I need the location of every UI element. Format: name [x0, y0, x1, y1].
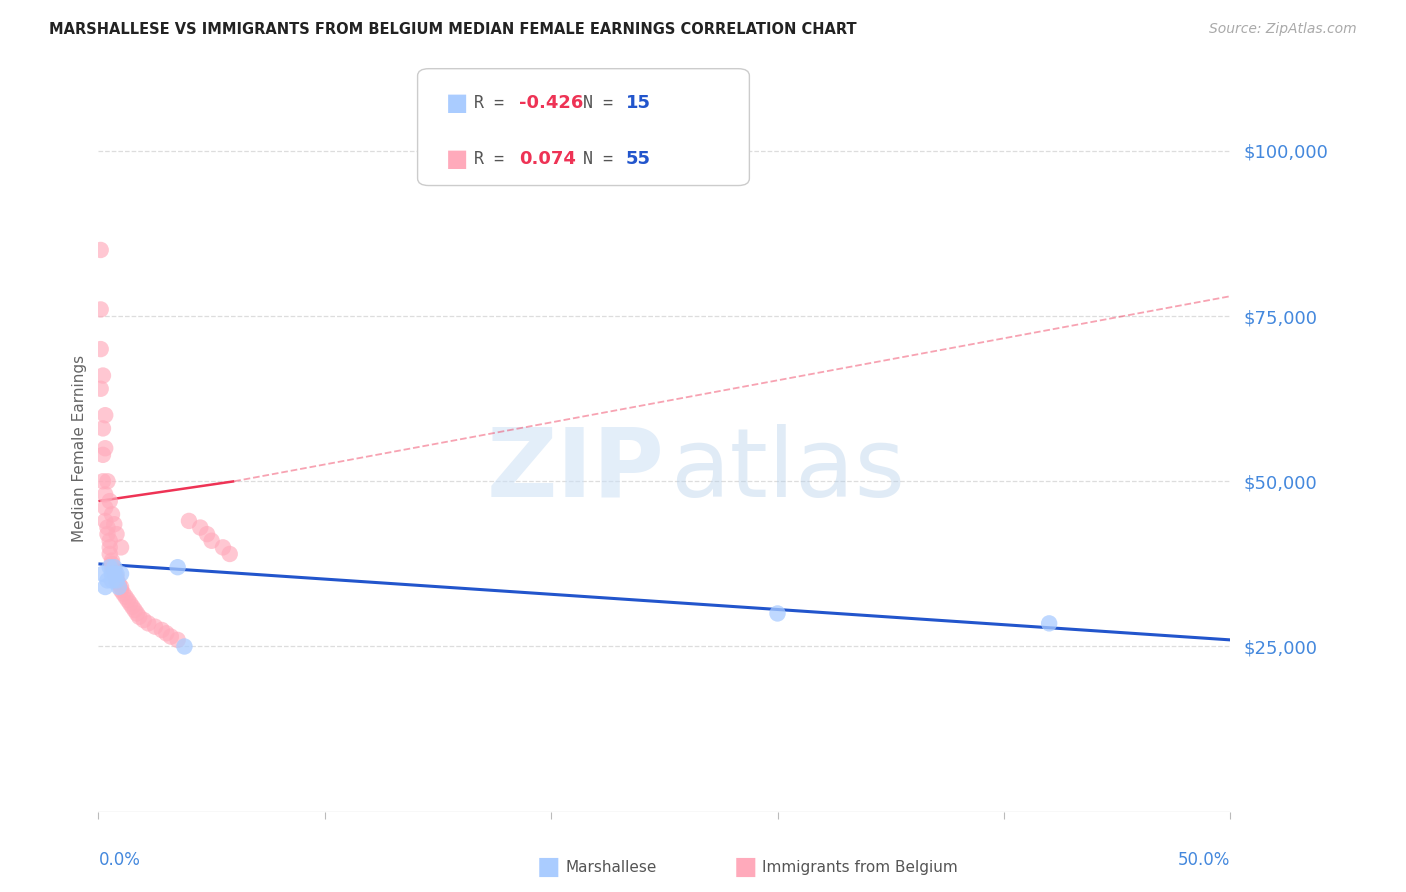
Point: [173, 640, 195, 654]
Point: [91, 421, 114, 435]
Point: [110, 566, 132, 581]
Point: [201, 533, 224, 548]
Point: [96, 475, 118, 489]
Point: [150, 623, 173, 637]
Point: [101, 557, 124, 571]
Point: [125, 607, 148, 621]
Point: [128, 609, 150, 624]
Point: [112, 587, 135, 601]
Text: ■: ■: [446, 147, 468, 170]
Point: [98, 547, 121, 561]
Text: 50.0%: 50.0%: [1178, 851, 1230, 869]
Point: [166, 560, 188, 574]
Point: [155, 626, 177, 640]
Point: [90, 342, 112, 356]
Point: [98, 541, 121, 555]
Point: [101, 560, 124, 574]
Point: [98, 560, 121, 574]
Point: [110, 541, 132, 555]
Y-axis label: Median Female Earnings: Median Female Earnings: [72, 355, 87, 541]
Point: [101, 574, 124, 588]
Text: ■: ■: [537, 855, 560, 879]
Point: [110, 583, 132, 598]
Point: [132, 613, 155, 627]
Point: [105, 527, 128, 541]
Point: [766, 607, 789, 621]
Point: [136, 616, 159, 631]
Point: [160, 630, 183, 644]
Point: [91, 475, 114, 489]
Point: [101, 553, 124, 567]
Point: [94, 580, 117, 594]
Point: [96, 574, 118, 588]
Point: [103, 560, 125, 574]
Text: Marshallese: Marshallese: [565, 860, 657, 874]
Point: [107, 580, 129, 594]
Point: [188, 520, 211, 534]
Point: [91, 368, 114, 383]
Point: [98, 533, 121, 548]
Point: [101, 508, 124, 522]
Text: Source: ZipAtlas.com: Source: ZipAtlas.com: [1209, 22, 1357, 37]
Point: [101, 566, 124, 581]
Point: [96, 520, 118, 534]
Text: ■: ■: [734, 855, 756, 879]
Point: [90, 243, 112, 257]
Text: 0.0%: 0.0%: [98, 851, 141, 869]
Point: [94, 442, 117, 455]
Point: [105, 570, 128, 584]
Text: ■: ■: [446, 91, 468, 114]
Text: atlas: atlas: [671, 424, 905, 516]
Point: [177, 514, 200, 528]
Point: [121, 599, 143, 614]
Point: [143, 620, 166, 634]
Point: [103, 564, 125, 578]
Point: [124, 603, 146, 617]
Point: [94, 487, 117, 501]
Point: [103, 566, 125, 581]
Point: [195, 527, 218, 541]
Point: [94, 514, 117, 528]
Text: Immigrants from Belgium: Immigrants from Belgium: [762, 860, 957, 874]
Text: ZIP: ZIP: [486, 424, 665, 516]
Point: [107, 576, 129, 591]
Point: [103, 517, 125, 532]
Point: [218, 547, 240, 561]
Point: [117, 593, 139, 607]
Text: R =: R =: [474, 94, 513, 112]
Point: [212, 541, 235, 555]
Point: [105, 566, 128, 581]
Point: [1038, 616, 1060, 631]
Point: [98, 494, 121, 508]
Text: N =: N =: [583, 94, 623, 112]
Text: R =: R =: [474, 150, 513, 168]
Point: [94, 500, 117, 515]
Point: [90, 382, 112, 396]
Text: -0.426: -0.426: [519, 94, 583, 112]
Point: [91, 566, 114, 581]
Text: 0.074: 0.074: [519, 150, 575, 168]
Point: [105, 574, 128, 588]
Point: [103, 566, 125, 581]
Point: [114, 590, 136, 604]
Point: [120, 597, 142, 611]
Point: [110, 580, 132, 594]
Point: [96, 527, 118, 541]
Point: [94, 408, 117, 422]
Text: MARSHALLESE VS IMMIGRANTS FROM BELGIUM MEDIAN FEMALE EARNINGS CORRELATION CHART: MARSHALLESE VS IMMIGRANTS FROM BELGIUM M…: [49, 22, 856, 37]
Point: [91, 448, 114, 462]
Text: 55: 55: [626, 150, 651, 168]
Point: [105, 574, 128, 588]
Text: 15: 15: [626, 94, 651, 112]
Point: [166, 632, 188, 647]
Text: N =: N =: [583, 150, 623, 168]
Point: [90, 302, 112, 317]
